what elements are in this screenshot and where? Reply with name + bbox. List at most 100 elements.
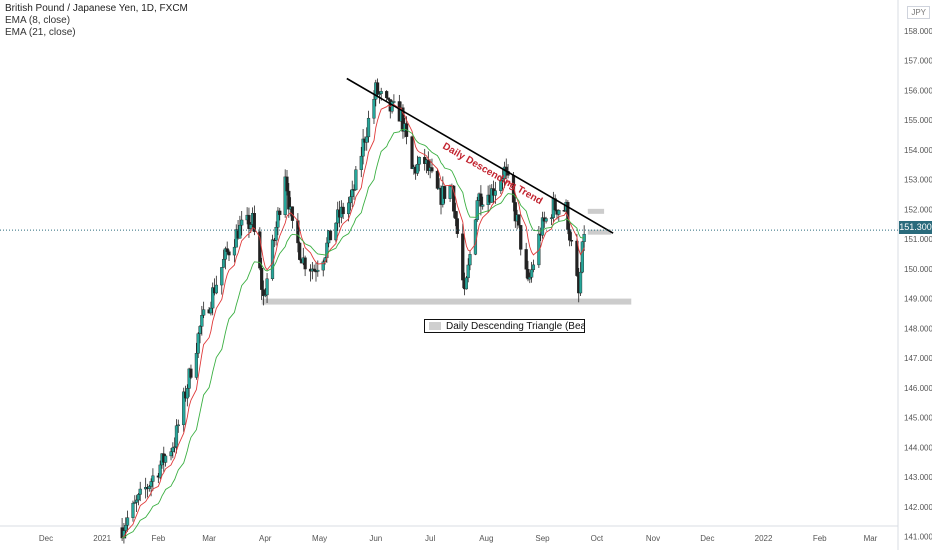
candle-body: [171, 447, 175, 452]
candle-body: [220, 267, 224, 286]
candle-body: [455, 218, 459, 234]
candle-body: [321, 261, 325, 271]
candle-body: [468, 254, 472, 266]
resistance-zone[interactable]: [587, 229, 612, 235]
candle-body: [481, 204, 485, 207]
candle-body: [285, 176, 289, 192]
y-tick-label: 145.000: [904, 414, 932, 423]
candle-body: [526, 269, 530, 280]
currency-badge[interactable]: JPY: [907, 6, 930, 19]
zones-layer: [261, 208, 632, 305]
candle-body: [200, 315, 204, 327]
candle-body: [260, 267, 264, 290]
candle-body: [221, 258, 226, 268]
symbol-title[interactable]: British Pound / Japanese Yen, 1D, FXCM: [5, 3, 188, 14]
candle-body: [247, 214, 251, 229]
candle-body: [151, 475, 155, 482]
time-axis[interactable]: Dec 2021 Feb Mar Apr May Jun Jul Aug Sep Oct Nov Dec…: [39, 534, 878, 543]
y-tick-label: 149.000: [904, 295, 932, 304]
support-zone[interactable]: [261, 298, 632, 305]
candle-body: [227, 251, 231, 256]
candle-body: [499, 180, 503, 191]
candle-body: [249, 224, 253, 229]
candle-body: [211, 287, 215, 309]
candle-body: [524, 249, 528, 270]
descending-trendline[interactable]: [346, 77, 614, 234]
candle-body: [453, 210, 458, 219]
candle-body: [341, 206, 345, 215]
candle-body: [540, 217, 545, 236]
x-tick-label: Apr: [259, 534, 272, 543]
y-tick-label: 141.000: [904, 533, 932, 542]
candle-body: [223, 248, 227, 260]
candle-body: [274, 227, 278, 241]
candle-body: [417, 156, 421, 165]
candle-body: [214, 284, 218, 294]
candle-body: [173, 446, 177, 449]
candle-body: [379, 91, 383, 94]
candle-body: [385, 91, 389, 99]
candle-body: [174, 425, 179, 448]
ema-fast-line: [121, 103, 585, 539]
candle-body: [131, 502, 135, 518]
candle-body: [580, 241, 584, 273]
y-tick-label: 147.000: [904, 354, 932, 363]
candle-body: [348, 196, 353, 204]
trendline-layer[interactable]: [346, 77, 614, 234]
candle-body: [261, 289, 266, 297]
x-tick-label: Mar: [202, 534, 216, 543]
candle-body: [569, 240, 574, 242]
pattern-label-swatch: [429, 322, 441, 330]
candle-body: [426, 159, 430, 171]
candle-body: [531, 264, 536, 270]
candle-body: [575, 240, 579, 276]
candle-body: [359, 155, 363, 170]
y-tick-label: 152.000: [904, 205, 932, 214]
legend-ema-slow[interactable]: EMA (21, close): [5, 27, 76, 38]
candle-body: [430, 167, 434, 172]
price-axis[interactable]: 141.000 142.000 143.000 144.000 145.000 146.0…: [904, 27, 932, 542]
candle-body: [202, 309, 206, 316]
candle-body: [350, 189, 354, 197]
x-tick-label: Feb: [813, 534, 827, 543]
y-tick-label: 146.000: [904, 384, 932, 393]
candle-body: [158, 464, 162, 478]
x-tick-label: Jun: [369, 534, 382, 543]
y-tick-label: 158.000: [904, 27, 932, 36]
candle-body: [209, 307, 213, 314]
ema-slow-line: [121, 128, 585, 539]
candle-body: [517, 214, 521, 226]
x-tick-label: May: [312, 534, 327, 543]
candle-body: [263, 294, 267, 297]
candle-body: [479, 193, 483, 207]
y-tick-label: 151.000: [904, 235, 932, 244]
candle-body: [303, 257, 307, 270]
candle-body: [466, 264, 470, 279]
candle-body: [401, 107, 405, 132]
legend-ema-fast[interactable]: EMA (8, close): [5, 15, 71, 26]
candle-body: [568, 229, 572, 241]
candle-body: [366, 117, 371, 138]
candle-body: [238, 224, 242, 239]
candle-body: [125, 517, 130, 526]
candles-layer: [120, 78, 586, 544]
y-tick-label: 150.000: [904, 265, 932, 274]
candle-body: [493, 190, 497, 196]
candle-body: [252, 212, 256, 232]
pattern-label[interactable]: Daily Descending Triangle (Bearish: [424, 319, 585, 333]
candle-body: [557, 210, 561, 215]
candle-body: [225, 248, 229, 252]
x-tick-label: Aug: [479, 534, 493, 543]
candle-body: [169, 451, 173, 457]
candle-body: [372, 99, 376, 119]
candle-body: [347, 202, 351, 215]
candle-body: [276, 210, 280, 228]
candle-body: [365, 136, 369, 143]
resistance-zone[interactable]: [587, 208, 605, 214]
candle-body: [386, 97, 391, 100]
candle-body: [185, 388, 189, 399]
candle-body: [240, 219, 244, 226]
candle-body: [502, 166, 507, 180]
current-price-tag: 151.300: [899, 221, 932, 234]
